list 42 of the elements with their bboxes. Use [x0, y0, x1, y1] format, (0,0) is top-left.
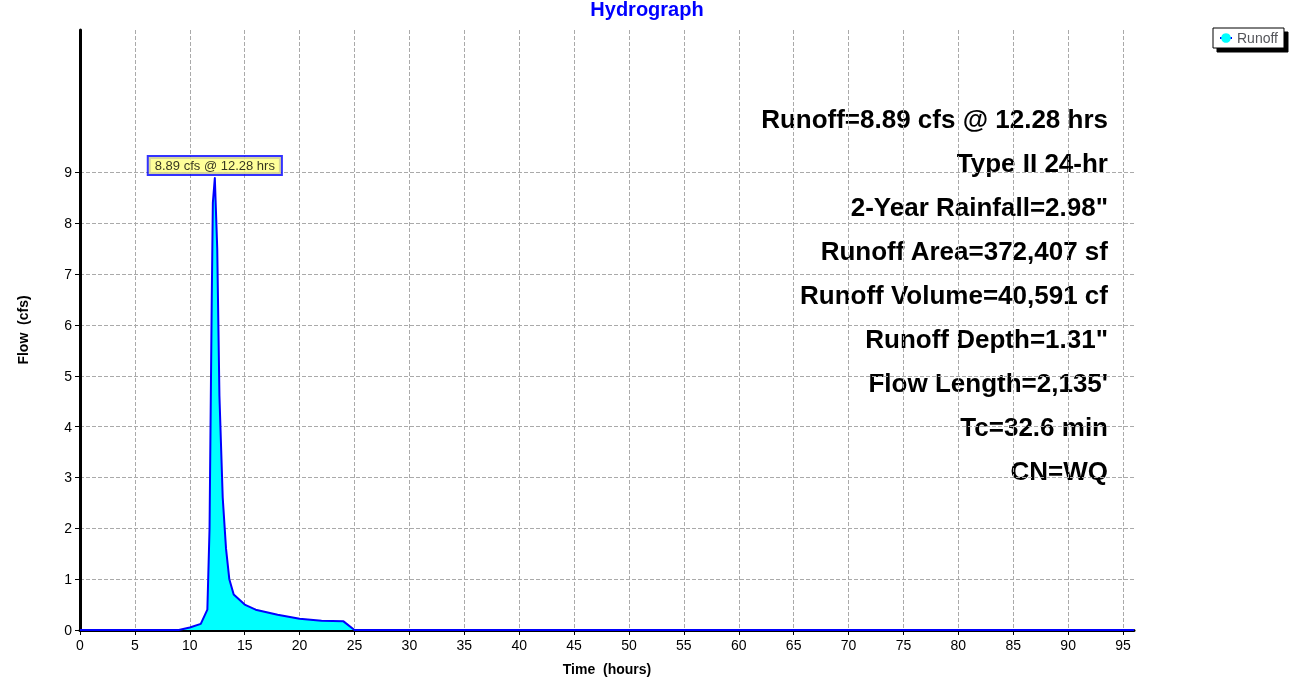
x-tick-label: 45	[566, 637, 583, 653]
annotation: Runoff Depth=1.31"	[865, 324, 1108, 354]
y-tick-label: 3	[64, 469, 73, 486]
x-tick-label: 85	[1005, 637, 1022, 653]
y-tick-label: 2	[64, 520, 73, 537]
x-tick-label: 70	[840, 637, 857, 653]
x-tick-label: 20	[291, 637, 308, 653]
y-tick-label: 0	[64, 622, 73, 638]
x-tick-label: 65	[785, 637, 802, 653]
x-tick-label: 95	[1115, 637, 1132, 653]
annotation: 8.89 cfs @ 12.28 hrs	[154, 157, 276, 173]
chart-title: Hydrograph	[590, 0, 704, 20]
x-tick-label: 80	[950, 637, 967, 653]
x-tick-label: 75	[895, 637, 912, 653]
x-tick-label: 40	[511, 637, 528, 653]
annotation: Flow Length=2,135'	[868, 368, 1108, 398]
x-tick-label: 5	[131, 637, 139, 653]
x-tick-label: 25	[346, 637, 363, 653]
y-tick-label: 6	[64, 316, 73, 333]
x-tick-label: 0	[76, 637, 85, 653]
x-tick-label: 50	[621, 637, 637, 653]
annotation: Type II 24-hr	[956, 148, 1108, 178]
x-tick-label: 35	[456, 637, 473, 653]
y-tick-label: 4	[64, 418, 73, 435]
x-tick-label: 60	[730, 637, 747, 653]
x-tick-label: 30	[401, 637, 418, 653]
annotation: Runoff=8.89 cfs @ 12.28 hrs	[761, 104, 1108, 134]
y-tick-label: 1	[64, 571, 73, 588]
x-tick-label: 10	[182, 637, 198, 653]
annotation: 2-Year Rainfall=2.98"	[850, 192, 1108, 222]
x-axis-title: Time (hours)	[562, 661, 652, 677]
annotation: Runoff Volume=40,591 cf	[800, 280, 1109, 310]
y-tick-label: 9	[64, 164, 73, 181]
y-tick-label: 8	[64, 215, 73, 232]
x-tick-label: 55	[676, 637, 692, 653]
annotation: Runoff Area=372,407 sf	[820, 236, 1109, 266]
y-tick-label: 7	[64, 266, 73, 283]
y-axis-title: Flow (cfs)	[15, 295, 31, 365]
y-tick-label: 5	[64, 367, 73, 384]
x-tick-label: 15	[236, 637, 253, 653]
legend-label: Runoff	[1237, 30, 1279, 46]
x-tick-label: 90	[1060, 637, 1077, 653]
